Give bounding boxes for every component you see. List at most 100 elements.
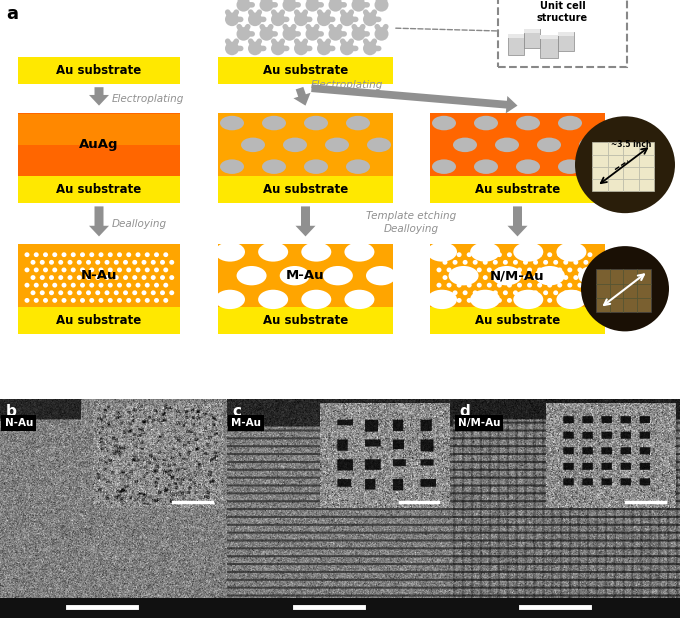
FancyArrowPatch shape [245, 0, 248, 2]
Circle shape [513, 275, 518, 280]
Circle shape [282, 0, 296, 12]
Circle shape [437, 268, 441, 273]
Circle shape [493, 290, 498, 295]
FancyArrowPatch shape [296, 41, 300, 46]
FancyArrowPatch shape [371, 41, 374, 46]
Ellipse shape [345, 290, 375, 309]
Bar [430, 244, 605, 307]
FancyArrowPatch shape [233, 12, 237, 17]
Circle shape [457, 268, 462, 273]
Circle shape [523, 260, 528, 265]
Circle shape [577, 282, 582, 287]
Ellipse shape [220, 116, 244, 130]
Circle shape [537, 282, 542, 287]
Text: Au substrate: Au substrate [263, 184, 348, 197]
Circle shape [567, 268, 573, 273]
FancyArrowPatch shape [233, 41, 237, 46]
Circle shape [34, 252, 39, 257]
Ellipse shape [474, 159, 498, 174]
Circle shape [225, 41, 239, 55]
FancyArrowPatch shape [256, 41, 259, 46]
Circle shape [477, 282, 481, 287]
Circle shape [43, 252, 48, 257]
Circle shape [114, 260, 119, 265]
Circle shape [61, 252, 67, 257]
Circle shape [163, 282, 168, 287]
Circle shape [363, 12, 377, 26]
Ellipse shape [237, 266, 267, 286]
Circle shape [457, 298, 462, 303]
Bar [0, 598, 226, 618]
Circle shape [126, 298, 131, 303]
Circle shape [99, 298, 103, 303]
FancyArrow shape [89, 206, 109, 237]
Circle shape [577, 268, 582, 273]
Circle shape [493, 275, 498, 280]
Circle shape [447, 268, 452, 273]
Circle shape [163, 268, 168, 273]
Circle shape [466, 268, 472, 273]
Circle shape [588, 268, 592, 273]
Circle shape [77, 290, 82, 295]
Circle shape [225, 12, 239, 26]
FancyBboxPatch shape [558, 32, 574, 51]
Circle shape [163, 298, 168, 303]
FancyArrowPatch shape [337, 27, 340, 32]
Circle shape [563, 290, 568, 295]
Circle shape [437, 252, 441, 257]
Circle shape [443, 260, 447, 265]
Circle shape [89, 298, 95, 303]
Circle shape [507, 282, 512, 287]
Circle shape [533, 275, 538, 280]
Circle shape [567, 282, 573, 287]
Circle shape [517, 268, 522, 273]
Circle shape [563, 260, 568, 265]
Text: N-Au: N-Au [5, 418, 33, 428]
Circle shape [294, 12, 308, 26]
Circle shape [61, 268, 67, 273]
Circle shape [39, 275, 45, 280]
Circle shape [248, 12, 262, 26]
Circle shape [282, 27, 296, 41]
Text: AuAg: AuAg [80, 138, 119, 151]
FancyArrowPatch shape [291, 27, 294, 32]
Circle shape [80, 268, 85, 273]
Bar [218, 113, 393, 176]
Circle shape [583, 260, 588, 265]
FancyArrowPatch shape [360, 27, 363, 32]
Circle shape [577, 252, 582, 257]
Circle shape [58, 260, 63, 265]
FancyArrowPatch shape [326, 41, 328, 46]
Ellipse shape [449, 266, 479, 286]
Circle shape [340, 41, 354, 55]
FancyArrowPatch shape [354, 0, 357, 2]
Circle shape [447, 282, 452, 287]
Bar [430, 113, 605, 176]
Circle shape [154, 298, 159, 303]
FancyArrowPatch shape [343, 12, 345, 17]
Circle shape [317, 12, 331, 26]
Text: M-Au: M-Au [231, 418, 261, 428]
Ellipse shape [301, 290, 331, 309]
Text: M-Au: M-Au [286, 269, 325, 282]
Circle shape [123, 275, 128, 280]
Circle shape [43, 298, 48, 303]
Circle shape [473, 275, 477, 280]
Ellipse shape [558, 159, 582, 174]
Circle shape [154, 282, 159, 287]
Circle shape [107, 252, 113, 257]
Circle shape [123, 290, 128, 295]
Circle shape [271, 12, 285, 26]
FancyArrowPatch shape [251, 41, 254, 46]
Circle shape [573, 260, 578, 265]
Text: Dealloying: Dealloying [384, 224, 439, 234]
Circle shape [487, 282, 492, 287]
FancyArrowPatch shape [331, 27, 334, 32]
Circle shape [107, 282, 113, 287]
Ellipse shape [556, 290, 586, 309]
Circle shape [135, 252, 141, 257]
Circle shape [497, 282, 502, 287]
Circle shape [151, 275, 156, 280]
FancyArrowPatch shape [239, 27, 242, 32]
Text: Au substrate: Au substrate [56, 184, 141, 197]
